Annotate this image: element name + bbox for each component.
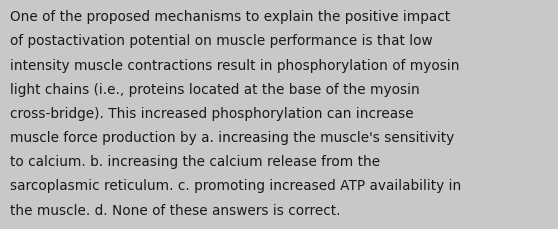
Text: of postactivation potential on muscle performance is that low: of postactivation potential on muscle pe… bbox=[10, 34, 432, 48]
Text: intensity muscle contractions result in phosphorylation of myosin: intensity muscle contractions result in … bbox=[10, 58, 460, 72]
Text: One of the proposed mechanisms to explain the positive impact: One of the proposed mechanisms to explai… bbox=[10, 10, 450, 24]
Text: the muscle. d. None of these answers is correct.: the muscle. d. None of these answers is … bbox=[10, 203, 340, 217]
Text: muscle force production by a. increasing the muscle's sensitivity: muscle force production by a. increasing… bbox=[10, 131, 454, 144]
Text: cross-bridge). This increased phosphorylation can increase: cross-bridge). This increased phosphoryl… bbox=[10, 106, 413, 120]
Text: to calcium. b. increasing the calcium release from the: to calcium. b. increasing the calcium re… bbox=[10, 155, 380, 169]
Text: light chains (i.e., proteins located at the base of the myosin: light chains (i.e., proteins located at … bbox=[10, 82, 420, 96]
Text: sarcoplasmic reticulum. c. promoting increased ATP availability in: sarcoplasmic reticulum. c. promoting inc… bbox=[10, 179, 461, 193]
